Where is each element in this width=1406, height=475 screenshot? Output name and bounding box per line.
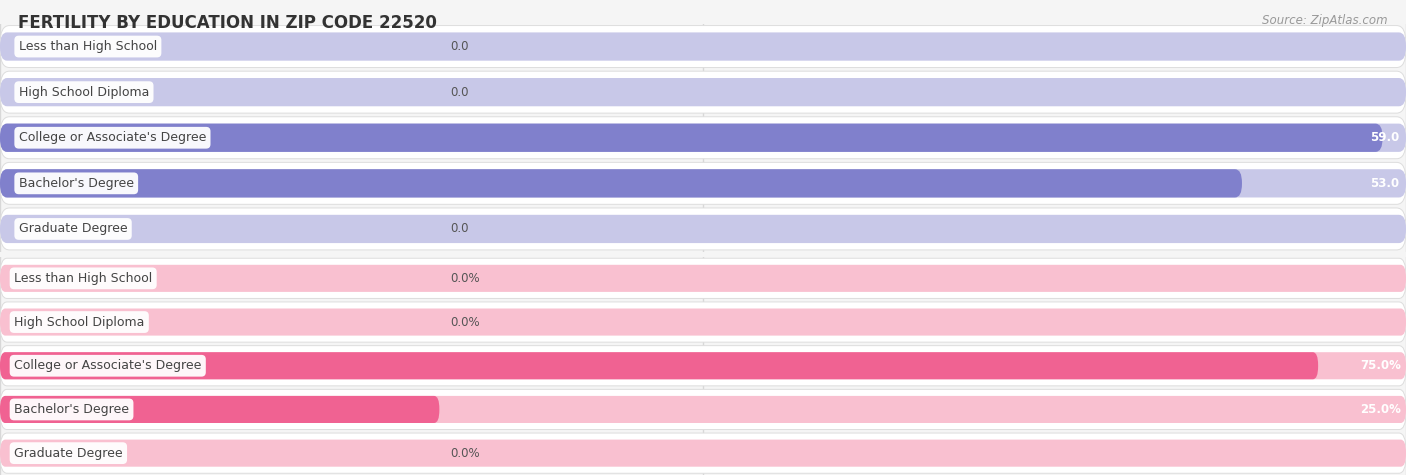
FancyBboxPatch shape bbox=[0, 26, 1406, 67]
FancyBboxPatch shape bbox=[0, 396, 1406, 423]
FancyBboxPatch shape bbox=[0, 433, 1406, 473]
Text: Bachelor's Degree: Bachelor's Degree bbox=[14, 403, 129, 416]
Text: Graduate Degree: Graduate Degree bbox=[18, 222, 128, 236]
Text: College or Associate's Degree: College or Associate's Degree bbox=[14, 359, 201, 372]
FancyBboxPatch shape bbox=[0, 71, 1406, 113]
FancyBboxPatch shape bbox=[0, 169, 1406, 198]
FancyBboxPatch shape bbox=[0, 396, 439, 423]
Text: High School Diploma: High School Diploma bbox=[18, 86, 149, 99]
Text: FERTILITY BY EDUCATION IN ZIP CODE 22520: FERTILITY BY EDUCATION IN ZIP CODE 22520 bbox=[18, 14, 437, 32]
Text: Less than High School: Less than High School bbox=[18, 40, 157, 53]
FancyBboxPatch shape bbox=[0, 215, 1406, 243]
FancyBboxPatch shape bbox=[0, 352, 1319, 380]
FancyBboxPatch shape bbox=[0, 352, 1406, 380]
FancyBboxPatch shape bbox=[0, 124, 1382, 152]
FancyBboxPatch shape bbox=[0, 265, 1406, 292]
Text: High School Diploma: High School Diploma bbox=[14, 315, 145, 329]
Text: 53.0: 53.0 bbox=[1369, 177, 1399, 190]
Text: College or Associate's Degree: College or Associate's Degree bbox=[18, 131, 207, 144]
Text: Less than High School: Less than High School bbox=[14, 272, 152, 285]
Text: 59.0: 59.0 bbox=[1369, 131, 1399, 144]
Text: 0.0: 0.0 bbox=[450, 86, 468, 99]
FancyBboxPatch shape bbox=[0, 258, 1406, 298]
FancyBboxPatch shape bbox=[0, 308, 1406, 336]
FancyBboxPatch shape bbox=[0, 117, 1406, 159]
Text: Bachelor's Degree: Bachelor's Degree bbox=[18, 177, 134, 190]
FancyBboxPatch shape bbox=[0, 302, 1406, 342]
FancyBboxPatch shape bbox=[0, 32, 1406, 61]
Text: 0.0%: 0.0% bbox=[450, 446, 479, 460]
FancyBboxPatch shape bbox=[0, 162, 1406, 204]
FancyBboxPatch shape bbox=[0, 390, 1406, 429]
Text: 0.0: 0.0 bbox=[450, 40, 468, 53]
Text: 75.0%: 75.0% bbox=[1360, 359, 1400, 372]
Text: 25.0%: 25.0% bbox=[1360, 403, 1400, 416]
FancyBboxPatch shape bbox=[0, 208, 1406, 250]
Text: Source: ZipAtlas.com: Source: ZipAtlas.com bbox=[1263, 14, 1388, 27]
FancyBboxPatch shape bbox=[0, 124, 1406, 152]
FancyBboxPatch shape bbox=[0, 439, 1406, 467]
FancyBboxPatch shape bbox=[0, 169, 1241, 198]
Text: Graduate Degree: Graduate Degree bbox=[14, 446, 122, 460]
Text: 0.0%: 0.0% bbox=[450, 315, 479, 329]
Text: 0.0: 0.0 bbox=[450, 222, 468, 236]
FancyBboxPatch shape bbox=[0, 78, 1406, 106]
FancyBboxPatch shape bbox=[0, 346, 1406, 386]
Text: 0.0%: 0.0% bbox=[450, 272, 479, 285]
